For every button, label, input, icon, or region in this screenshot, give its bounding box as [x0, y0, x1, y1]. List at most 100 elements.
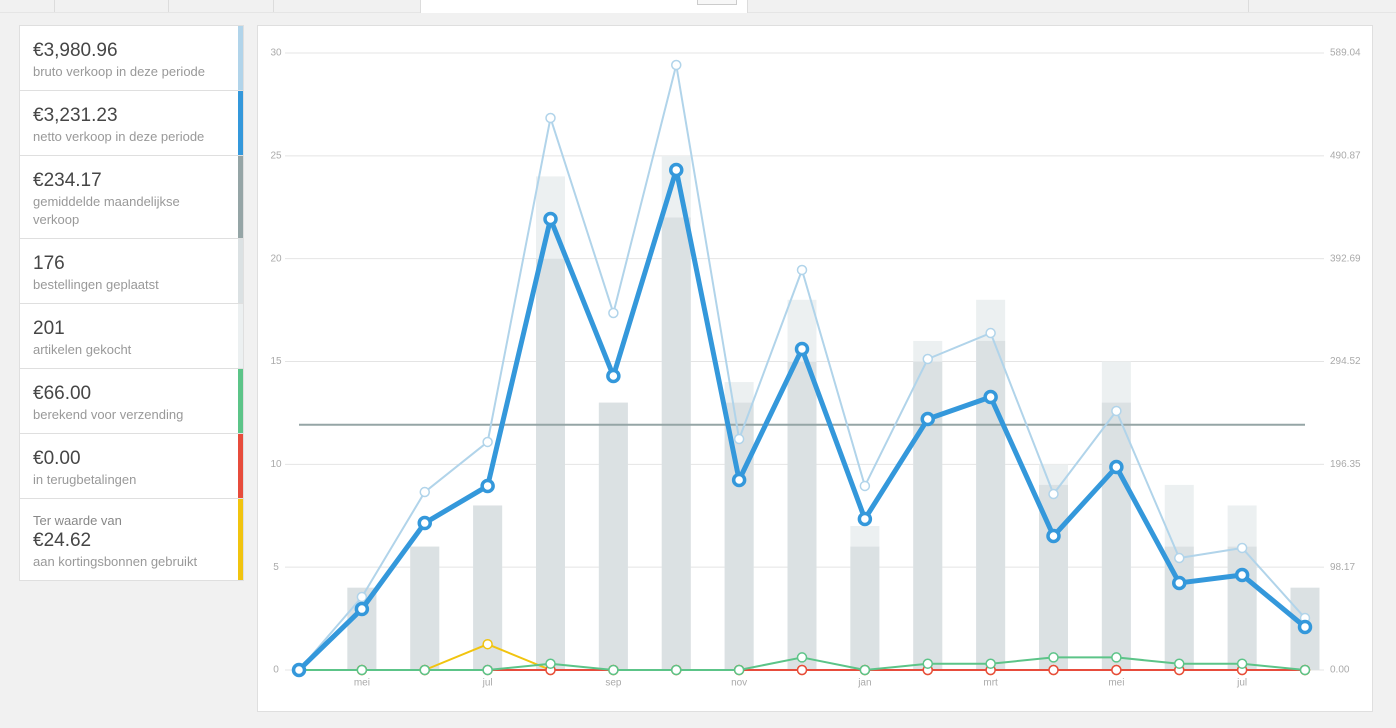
- x-tick-label: mei: [1108, 678, 1124, 689]
- point: [671, 59, 682, 71]
- legend-item[interactable]: €3,231.23 netto verkoop in deze periode: [19, 91, 244, 156]
- legend-value: €0.00: [33, 448, 81, 469]
- point: [482, 638, 493, 650]
- point: [545, 112, 556, 124]
- x-tick-label: nov: [731, 678, 747, 689]
- point: [796, 652, 808, 663]
- point: [1109, 459, 1124, 475]
- point: [796, 664, 808, 676]
- bar: [661, 217, 691, 671]
- legend-color: [238, 369, 243, 433]
- legend-item[interactable]: Ter waarde van €24.62 aan kortingsbonnen g…: [19, 499, 244, 581]
- point: [1236, 542, 1248, 554]
- legend-label: berekend voor verzending: [33, 407, 184, 422]
- button[interactable]: [697, 0, 737, 5]
- x-tick-label: jan: [857, 678, 871, 689]
- legend-color: [238, 239, 243, 303]
- point: [482, 436, 493, 448]
- tab-divider: [273, 0, 274, 12]
- tab-strip: [0, 0, 1396, 13]
- y2-tick-label: 392.69: [1330, 253, 1361, 264]
- point: [922, 353, 933, 365]
- bar: [1227, 546, 1257, 670]
- point: [671, 664, 682, 676]
- point: [1111, 652, 1122, 663]
- active-tab[interactable]: [420, 0, 748, 13]
- point: [731, 472, 747, 488]
- legend-color: [238, 304, 243, 368]
- y2-tick-label: 490.87: [1330, 150, 1361, 161]
- point: [419, 486, 430, 498]
- x-tick-label: jul: [482, 678, 493, 689]
- point: [983, 389, 998, 405]
- point: [1236, 658, 1248, 669]
- point: [1111, 664, 1122, 676]
- legend-value: €24.62: [33, 530, 92, 551]
- tab-divider: [54, 0, 55, 12]
- legend-color: [238, 26, 243, 90]
- point: [482, 664, 493, 676]
- legend-item[interactable]: €66.00 berekend voor verzending: [19, 369, 244, 434]
- bar: [724, 402, 754, 670]
- y-tick-label: 25: [270, 150, 282, 161]
- point: [922, 658, 933, 669]
- legend-item[interactable]: €0.00 in terugbetalingen: [19, 434, 244, 499]
- legend-item[interactable]: €3,980.96 bruto verkoop in deze periode: [19, 25, 244, 91]
- point: [985, 327, 996, 339]
- legend-label: gemiddelde maandelijkse verkoop: [33, 194, 180, 227]
- point: [543, 211, 558, 227]
- point: [794, 341, 810, 357]
- point: [1234, 567, 1250, 583]
- y-tick-label: 10: [270, 459, 282, 470]
- point: [669, 162, 684, 178]
- legend-label: aan kortingsbonnen gebruikt: [33, 554, 198, 569]
- legend-prefix: Ter waarde van: [33, 513, 122, 528]
- legend-label: artikelen gekocht: [33, 342, 132, 357]
- legend-value: 201: [33, 318, 65, 339]
- tab-divider: [168, 0, 169, 12]
- point: [1299, 664, 1311, 676]
- legend-label: in terugbetalingen: [33, 472, 137, 487]
- legend-item[interactable]: €234.17 gemiddelde maandelijkse verkoop: [19, 156, 244, 239]
- y2-tick-label: 589.04: [1330, 48, 1361, 59]
- y2-tick-label: 294.52: [1330, 356, 1361, 367]
- point: [417, 515, 432, 531]
- legend-value: €3,980.96: [33, 40, 118, 61]
- bar: [913, 361, 943, 670]
- point: [354, 601, 370, 617]
- bar: [787, 361, 817, 670]
- legend-value: €66.00: [33, 383, 92, 404]
- y-tick-label: 20: [270, 253, 282, 264]
- bar: [410, 546, 440, 670]
- y2-tick-label: 0.00: [1330, 665, 1350, 676]
- point: [920, 411, 935, 427]
- y2-tick-label: 98.17: [1330, 562, 1355, 573]
- point: [1046, 528, 1061, 544]
- point: [857, 511, 873, 527]
- x-tick-label: jul: [1236, 678, 1247, 689]
- legend-value: 176: [33, 253, 65, 274]
- legend-label: bestellingen geplaatst: [33, 277, 159, 292]
- point: [1111, 405, 1122, 417]
- point: [480, 478, 495, 494]
- point: [545, 658, 556, 669]
- x-tick-label: mrt: [983, 678, 998, 689]
- tab-divider: [1248, 0, 1249, 12]
- point: [608, 307, 619, 319]
- legend-item[interactable]: 201 artikelen gekocht: [19, 304, 244, 369]
- point: [606, 368, 621, 384]
- legend-color: [238, 434, 243, 498]
- point: [1048, 664, 1059, 676]
- bar: [850, 546, 880, 670]
- legend-label: netto verkoop in deze periode: [33, 129, 205, 144]
- y-tick-label: 30: [270, 48, 282, 59]
- y-tick-label: 0: [273, 665, 279, 676]
- legend-value: €3,231.23: [33, 105, 118, 126]
- point: [733, 433, 745, 445]
- legend-color: [238, 91, 243, 155]
- y2-tick-label: 196.35: [1330, 459, 1361, 470]
- legend-item[interactable]: 176 bestellingen geplaatst: [19, 239, 244, 304]
- point: [1048, 488, 1059, 500]
- y-tick-label: 5: [273, 562, 279, 573]
